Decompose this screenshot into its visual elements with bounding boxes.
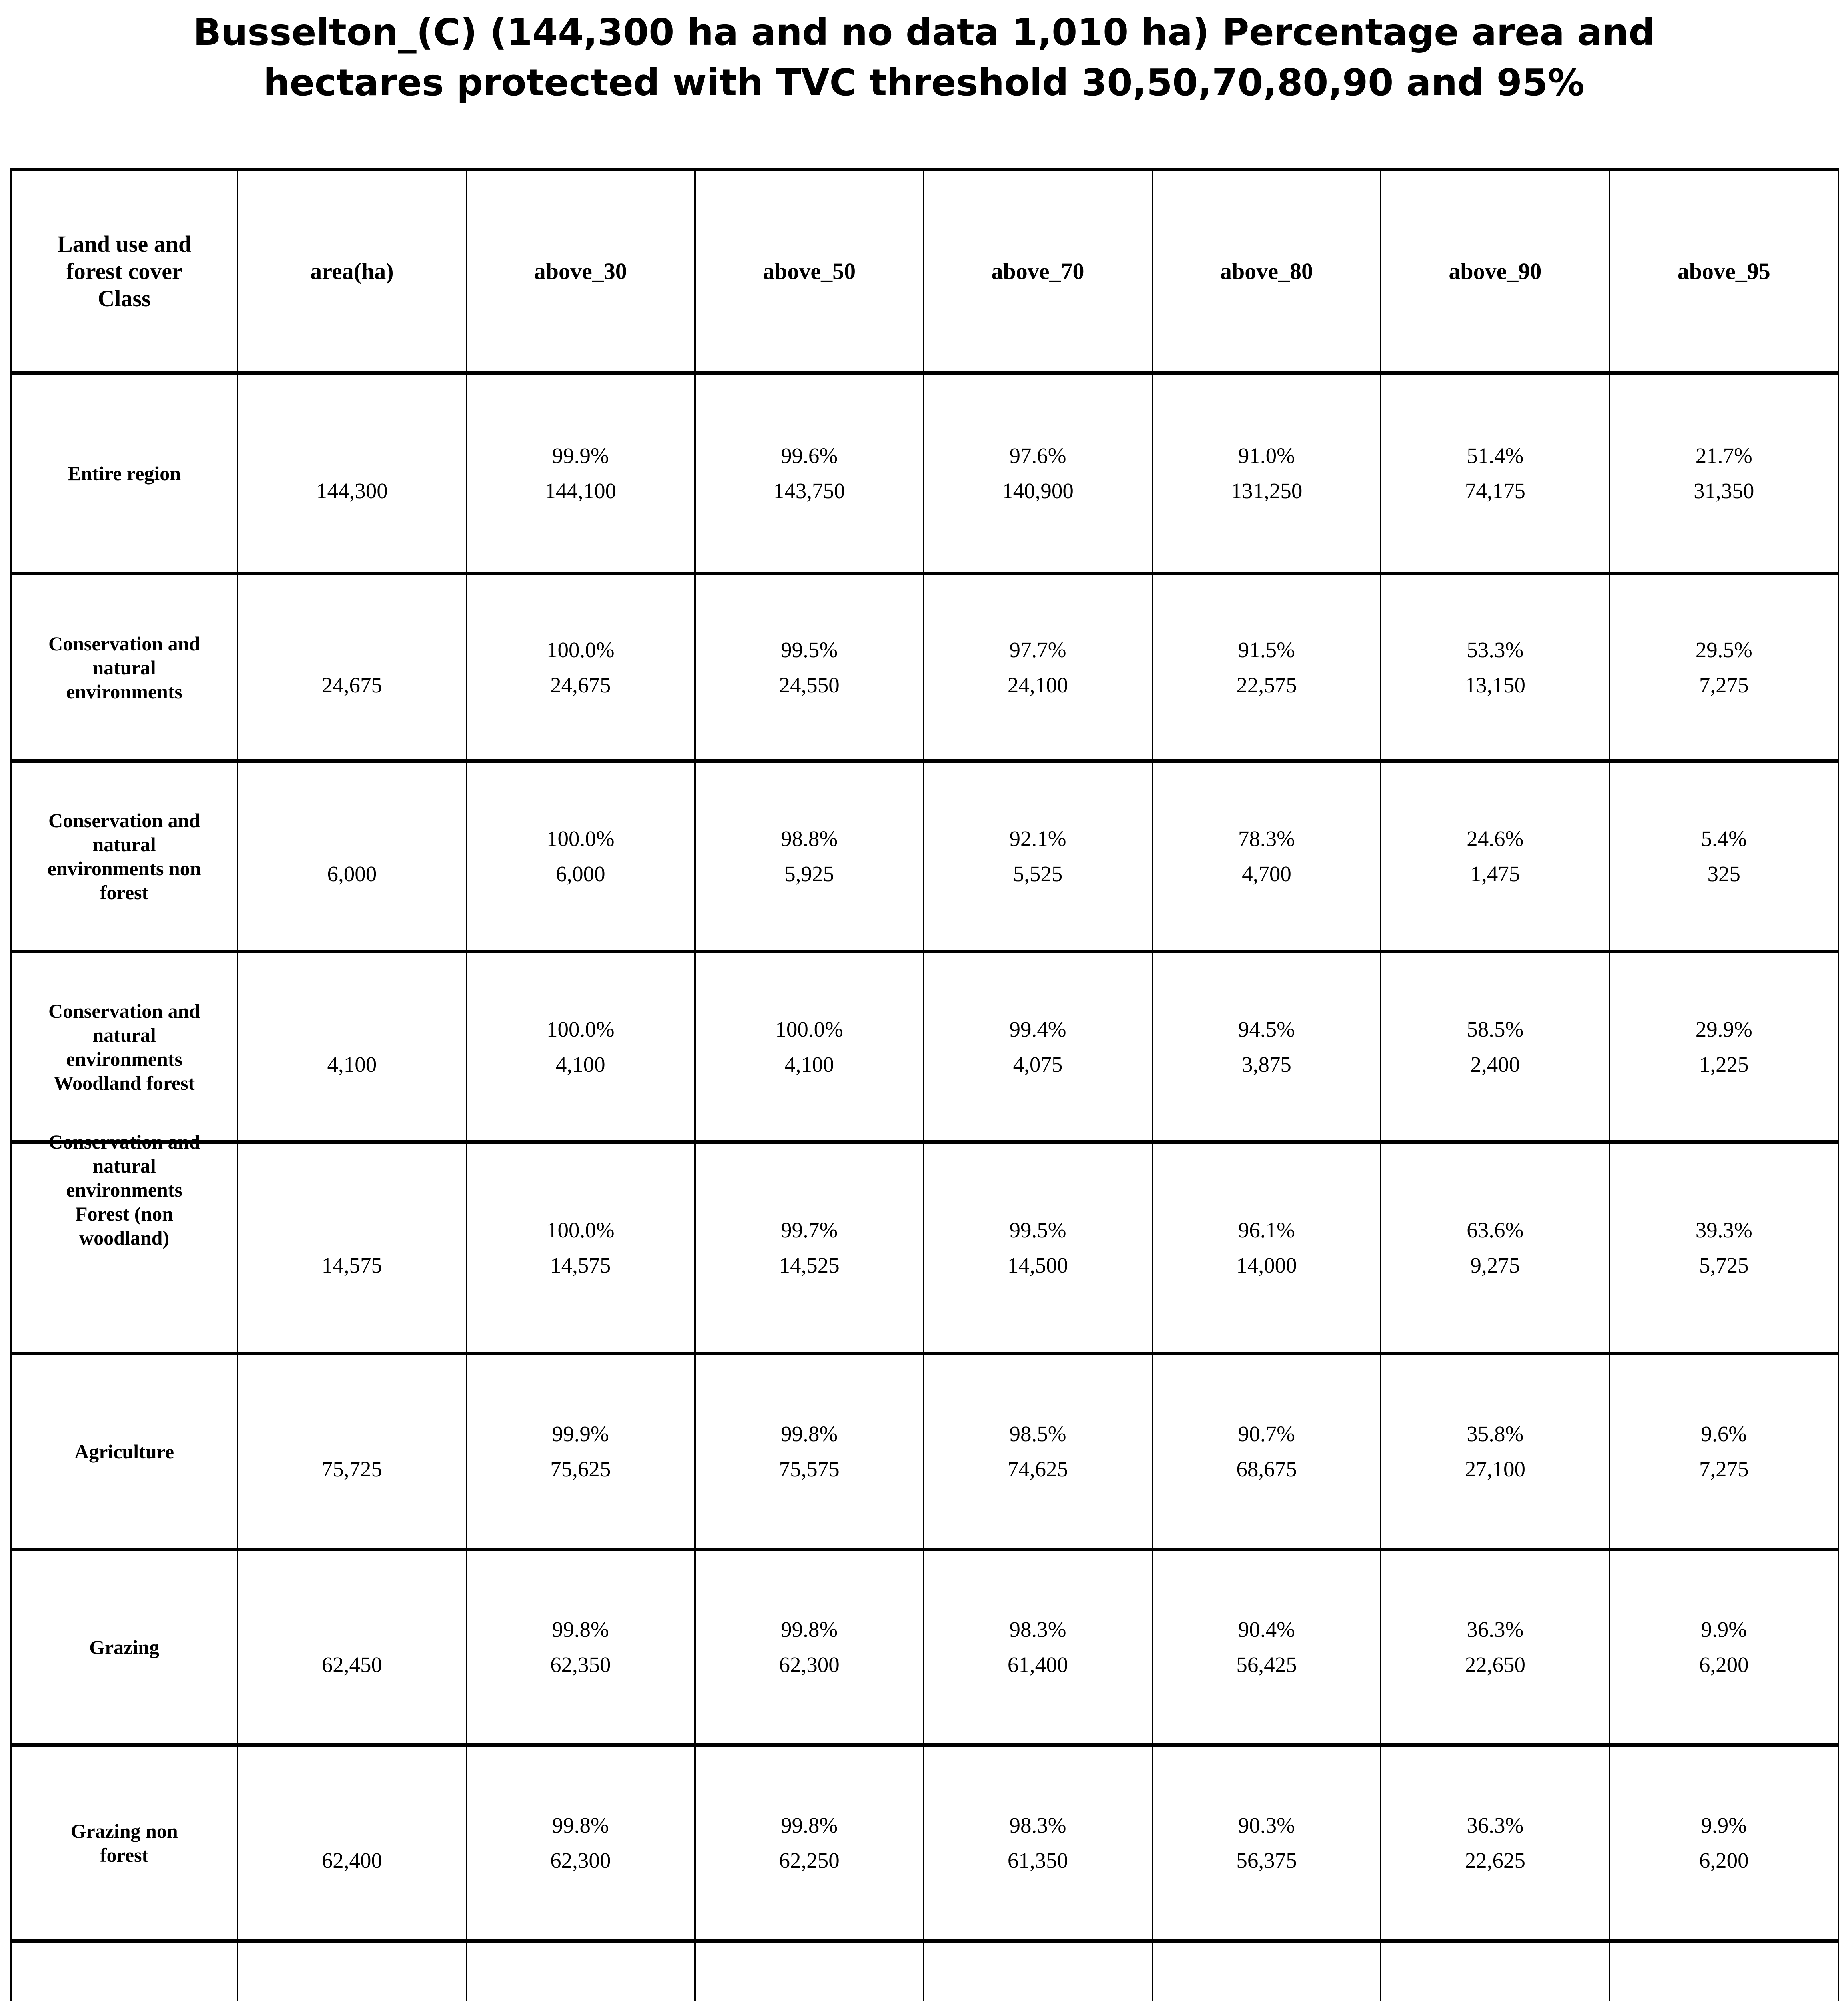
value-cell: 100.0% 24,675 — [465, 572, 696, 763]
header-threshold-column: above_50 — [694, 168, 924, 375]
row-label: Conservation and natural environments Fo… — [10, 1131, 239, 1355]
value-cell: 90.7% 68,675 — [1151, 1352, 1382, 1551]
row-label: Agriculture — [10, 1352, 239, 1551]
table-row: Agriculture 75,725 99.9% 75,625 99.8% 75,575… — [10, 1352, 1839, 1551]
page-title-line2: hectares protected with TVC threshold 30… — [263, 61, 1585, 104]
value-cell: 36.3% 22,650 — [1380, 1548, 1610, 1747]
row-label: Conservation and natural environments — [10, 572, 239, 763]
value-cell: 99.6%13,225 — [923, 1939, 1153, 2001]
row-label: Conservation and natural environments no… — [10, 759, 239, 953]
value-cell: 99.8% 75,575 — [694, 1352, 924, 1551]
value-cell: 96.1% 14,000 — [1151, 1140, 1382, 1355]
value-cell: 58.5% 2,400 — [1380, 950, 1610, 1144]
value-cell: 9.9% 6,200 — [1609, 1548, 1839, 1747]
value-cell: 100.0%13,275 — [694, 1939, 924, 2001]
value-cell: 99.5% 24,550 — [694, 572, 924, 763]
table-row: Grazing non forest 62,400 99.8% 62,300 99.8… — [10, 1743, 1839, 1943]
value-cell: 35.8% 27,100 — [1380, 1352, 1610, 1551]
value-cell: 99.4% 4,075 — [923, 950, 1153, 1144]
header-threshold-column: above_90 — [1380, 168, 1610, 375]
value-cell: 29.9% 1,225 — [1609, 950, 1839, 1144]
value-cell: 5.4% 325 — [1609, 759, 1839, 953]
value-cell: 90.4% 56,425 — [1151, 1548, 1382, 1747]
row-label: Conservation and natural environments Wo… — [10, 950, 239, 1144]
value-cell: 99.9% 144,100 — [465, 371, 696, 575]
value-cell: 98.3% 61,350 — [923, 1743, 1153, 1943]
value-cell: 97.6% 140,900 — [923, 371, 1153, 575]
value-cell: 99.8% 62,300 — [694, 1548, 924, 1747]
area-cell: 14,575 — [237, 1140, 467, 1355]
value-cell: 36.3% 22,625 — [1380, 1743, 1610, 1943]
header-threshold-column: above_30 — [465, 168, 696, 375]
table-row: Grazing 62,450 99.8% 62,350 99.8% 62,300 98.3… — [10, 1548, 1839, 1747]
table-row: Conservation and natural environments Wo… — [10, 950, 1839, 1144]
row-label: Irrigation — [10, 1939, 239, 2001]
header-threshold-column: above_80 — [1151, 168, 1382, 375]
value-cell: 99.8% 62,300 — [465, 1743, 696, 1943]
value-cell: 98.8% 5,925 — [694, 759, 924, 953]
area-cell: 75,725 — [237, 1352, 467, 1551]
page-title: Busselton_(C) (144,300 ha and no data 1,… — [0, 7, 1848, 108]
value-cell: 99.8% 62,250 — [694, 1743, 924, 1943]
value-cell: 99.6% 143,750 — [694, 371, 924, 575]
value-cell: 91.5% 22,575 — [1151, 572, 1382, 763]
value-cell: 9.9% 6,200 — [1609, 1743, 1839, 1943]
value-cell: 99.8% 62,350 — [465, 1548, 696, 1747]
row-label: Grazing non forest — [10, 1743, 239, 1943]
value-cell: 99.7% 14,525 — [694, 1140, 924, 1355]
value-cell: 97.7% 24,100 — [923, 572, 1153, 763]
value-cell: 29.5% 7,275 — [1609, 572, 1839, 763]
value-cell: 78.3% 4,700 — [1151, 759, 1382, 953]
value-cell: 92.3%12,250 — [1151, 1939, 1382, 2001]
value-cell: 100.0% 4,100 — [465, 950, 696, 1144]
value-cell: 51.4% 74,175 — [1380, 371, 1610, 575]
table-row: Conservation and natural environments Fo… — [10, 1131, 1839, 1355]
area-cell: 62,450 — [237, 1548, 467, 1747]
row-label: Entire region — [10, 371, 239, 575]
header-row: Land use and forest cover Class area(ha) a… — [10, 168, 1839, 375]
value-cell: 92.1% 5,525 — [923, 759, 1153, 953]
page-title-line1: Busselton_(C) (144,300 ha and no data 1,… — [193, 11, 1655, 54]
value-cell: 24.6% 1,475 — [1380, 759, 1610, 953]
area-cell: 4,100 — [237, 950, 467, 1144]
value-cell: 21.7% 31,350 — [1609, 371, 1839, 575]
value-cell: 90.3% 56,375 — [1151, 1743, 1382, 1943]
value-cell: 33.5%4,450 — [1380, 1939, 1610, 2001]
value-cell: 98.3% 61,400 — [923, 1548, 1153, 1747]
table-row: Irrigation 13,275100.0%13,275100.0%13,27… — [10, 1939, 1839, 2001]
table-row: Entire region 144,300 99.9% 144,100 99.6% 14… — [10, 371, 1839, 575]
value-cell: 100.0% 14,575 — [465, 1140, 696, 1355]
value-cell: 63.6% 9,275 — [1380, 1140, 1610, 1355]
value-cell: 94.5% 3,875 — [1151, 950, 1382, 1144]
value-cell: 39.3% 5,725 — [1609, 1140, 1839, 1355]
area-cell: 24,675 — [237, 572, 467, 763]
value-cell: 99.5% 14,500 — [923, 1140, 1153, 1355]
value-cell: 98.5% 74,625 — [923, 1352, 1153, 1551]
value-cell: 8.1%1,075 — [1609, 1939, 1839, 2001]
header-class-column: Land use and forest cover Class — [10, 168, 239, 375]
area-cell: 62,400 — [237, 1743, 467, 1943]
value-cell: 9.6% 7,275 — [1609, 1352, 1839, 1551]
data-table: Land use and forest cover Class area(ha) a… — [10, 168, 1839, 2001]
value-cell: 53.3% 13,150 — [1380, 572, 1610, 763]
header-threshold-column: area(ha) — [237, 168, 467, 375]
value-cell: 91.0% 131,250 — [1151, 371, 1382, 575]
area-cell: 13,275 — [237, 1939, 467, 2001]
value-cell: 100.0% 4,100 — [694, 950, 924, 1144]
table-row: Conservation and natural environments 24… — [10, 572, 1839, 763]
table-row: Conservation and natural environments no… — [10, 759, 1839, 953]
row-label: Grazing — [10, 1548, 239, 1747]
value-cell: 100.0%13,275 — [465, 1939, 696, 2001]
value-cell: 100.0% 6,000 — [465, 759, 696, 953]
header-threshold-column: above_70 — [923, 168, 1153, 375]
value-cell: 99.9% 75,625 — [465, 1352, 696, 1551]
area-cell: 144,300 — [237, 371, 467, 575]
area-cell: 6,000 — [237, 759, 467, 953]
header-threshold-column: above_95 — [1609, 168, 1839, 375]
